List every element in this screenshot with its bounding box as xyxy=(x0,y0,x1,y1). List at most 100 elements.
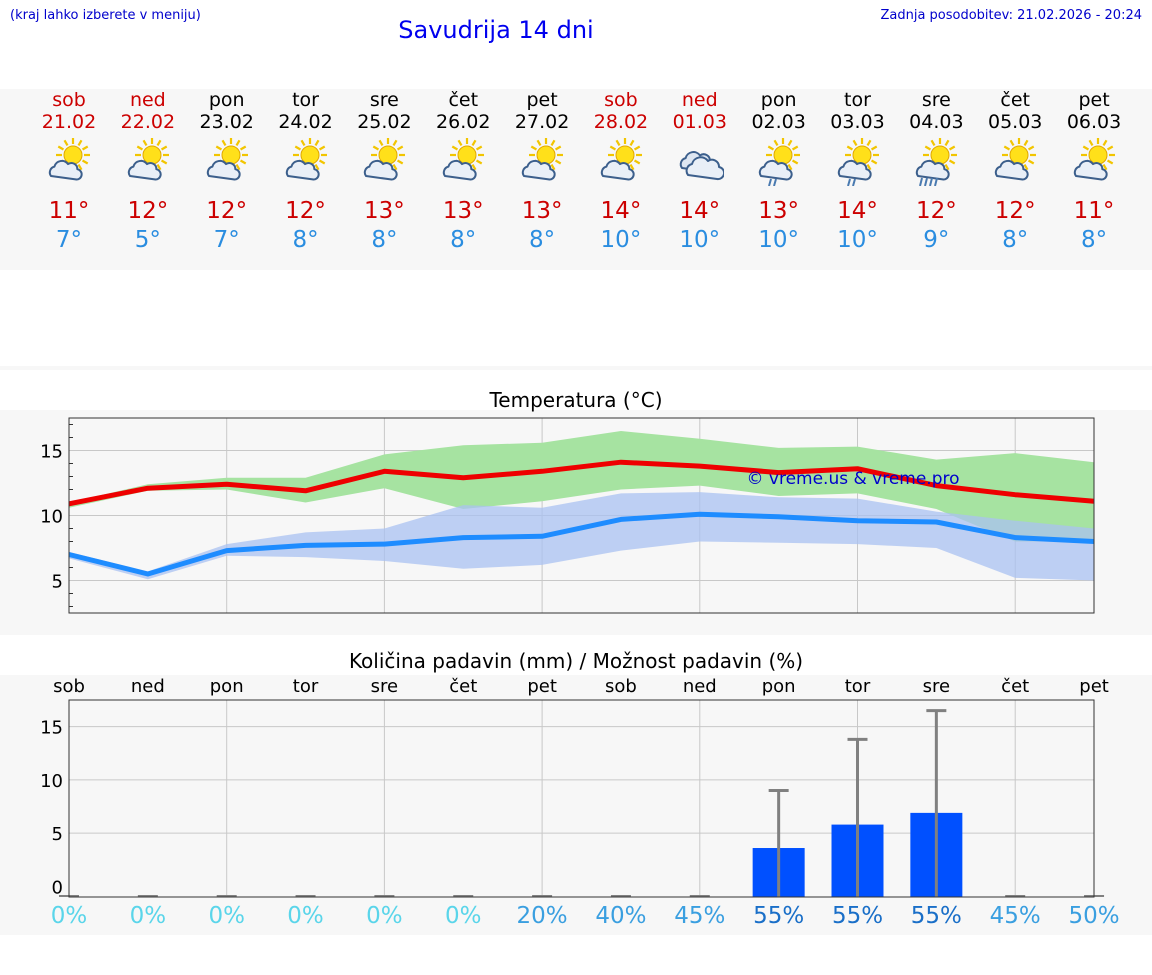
precip-probability: 55% xyxy=(753,903,805,929)
day-date: 04.03 xyxy=(909,111,964,133)
temp-min: 8° xyxy=(292,227,319,253)
weather-icon xyxy=(818,138,898,186)
weather-icon xyxy=(581,138,661,182)
precip-probability: 0% xyxy=(445,903,482,929)
precip-day-label: ned xyxy=(682,676,717,697)
weather-icon xyxy=(896,138,976,186)
day-name: sob xyxy=(604,89,638,111)
temp-max: 12° xyxy=(994,198,1036,224)
precip-probability: 20% xyxy=(516,903,568,929)
temp-max: 11° xyxy=(48,198,90,224)
day-date: 21.02 xyxy=(41,111,97,133)
divider xyxy=(0,366,1152,370)
y-tick-label: 15 xyxy=(40,442,63,463)
precip-day-label: pet xyxy=(527,676,557,697)
precip-probability: 0% xyxy=(366,903,403,929)
precip-day-label: tor xyxy=(844,676,871,697)
precip-probability: 0% xyxy=(287,903,324,929)
location-hint: (kraj lahko izberete v meniju) xyxy=(10,8,201,23)
day-date: 06.03 xyxy=(1066,111,1122,133)
day-name: tor xyxy=(292,89,319,111)
day-date: 24.02 xyxy=(278,111,333,133)
precip-day-label: tor xyxy=(292,676,319,697)
y-tick-label: 15 xyxy=(40,718,63,739)
day-name: pet xyxy=(526,89,558,111)
sun-cloud-icon xyxy=(995,138,1037,181)
min-temperature-line xyxy=(68,511,1095,577)
temp-min: 10° xyxy=(679,227,721,253)
day-date: 02.03 xyxy=(751,111,806,133)
temp-max: 14° xyxy=(679,198,721,224)
weather-icon xyxy=(187,138,267,182)
day-name: pon xyxy=(208,89,245,111)
weather-icon xyxy=(1054,138,1134,182)
precip-day-label: čet xyxy=(449,676,478,697)
sun-cloud-icon xyxy=(364,138,406,181)
precip-probability: 50% xyxy=(1068,903,1120,929)
temp-min: 8° xyxy=(529,227,556,253)
weather-icon xyxy=(660,138,740,182)
day-date: 25.02 xyxy=(357,111,412,133)
watermark: © vreme.us & vreme.pro xyxy=(746,469,959,489)
weather-icon xyxy=(29,138,109,182)
temp-max: 12° xyxy=(285,198,326,224)
sun-cloud-icon xyxy=(600,138,642,181)
temperature-chart: 5 10 15 © vreme.us & vreme.pro xyxy=(40,417,1095,614)
precip-day-label: ned xyxy=(130,676,165,697)
temp-min: 8° xyxy=(450,227,477,253)
sun-cloud-icon xyxy=(206,138,248,181)
day-name: sre xyxy=(369,89,399,111)
precipitation-chart-title: Količina padavin (mm) / Možnost padavin … xyxy=(348,649,804,673)
temp-max: 13° xyxy=(364,198,405,224)
temp-min: 7° xyxy=(55,227,83,253)
precipitation-chart: 0 5 10 15 xyxy=(40,699,1105,898)
day-date: 22.02 xyxy=(120,111,176,133)
forecast-panel xyxy=(0,89,1152,270)
precip-probability: 45% xyxy=(989,903,1041,929)
y-tick-label: 5 xyxy=(52,824,63,845)
precip-day-label: pet xyxy=(1079,676,1109,697)
day-date: 23.02 xyxy=(199,111,254,133)
weather-icon xyxy=(975,138,1055,182)
temp-max: 14° xyxy=(837,198,878,224)
temperature-chart-title: Temperatura (°C) xyxy=(489,388,663,412)
temp-max: 14° xyxy=(600,198,642,224)
plot-frame xyxy=(68,417,1095,614)
precip-probability: 40% xyxy=(595,903,647,929)
last-update: Zadnja posodobitev: 21.02.2026 - 20:24 xyxy=(880,8,1142,23)
day-date: 05.03 xyxy=(987,111,1043,133)
temp-min: 8° xyxy=(1080,227,1108,253)
sun-cloud-icon xyxy=(285,138,327,181)
precip-probability: 55% xyxy=(910,903,962,929)
precip-day-label: sob xyxy=(605,676,637,697)
page-title: Savudrija 14 dni xyxy=(398,16,594,44)
max-range-band xyxy=(69,431,1095,542)
temp-max: 13° xyxy=(442,198,484,224)
day-name: čet xyxy=(448,89,479,111)
y-tick-label: 0 xyxy=(52,877,63,898)
overcast-icon xyxy=(679,151,724,181)
day-name: čet xyxy=(1000,89,1030,111)
precip-probability: 0% xyxy=(129,903,167,929)
precip-probability: 45% xyxy=(674,903,726,929)
weather-icon xyxy=(502,138,582,182)
precip-probability: 55% xyxy=(831,903,884,929)
day-date: 28.02 xyxy=(593,111,649,133)
y-tick-label: 10 xyxy=(40,507,63,528)
day-name: pet xyxy=(1078,89,1110,111)
temp-min: 5° xyxy=(134,227,161,253)
y-tick-label: 10 xyxy=(40,771,63,792)
temp-min: 8° xyxy=(1002,227,1029,253)
temp-max: 12° xyxy=(206,198,248,224)
sun-cloud-icon xyxy=(127,138,169,181)
day-date: 01.03 xyxy=(672,111,727,133)
temp-min: 10° xyxy=(758,227,800,253)
temp-min: 10° xyxy=(600,227,642,253)
temp-min: 10° xyxy=(837,227,878,253)
day-name: pon xyxy=(760,89,797,111)
precip-day-label: čet xyxy=(1001,676,1030,697)
sun-cloud-icon xyxy=(48,138,90,181)
temp-max: 13° xyxy=(758,198,800,224)
temp-max: 12° xyxy=(127,198,169,224)
sun-cloud-rain-icon xyxy=(916,138,958,186)
